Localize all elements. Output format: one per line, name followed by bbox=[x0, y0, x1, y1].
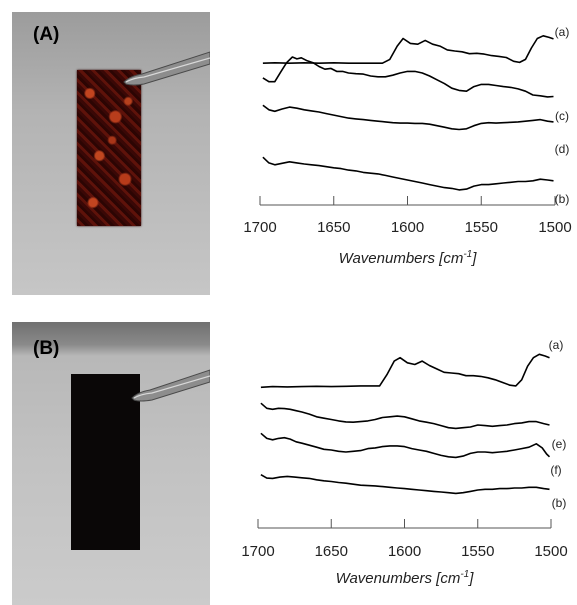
x-tick-label: 1600 bbox=[388, 543, 421, 560]
series-label-a: (a) bbox=[555, 25, 570, 39]
x-tick-label: 1650 bbox=[317, 219, 350, 236]
tweezers-icon bbox=[131, 369, 210, 402]
spectrum-line-c bbox=[262, 56, 554, 98]
x-tick-label: 1500 bbox=[534, 543, 567, 560]
panel-label-b: (B) bbox=[33, 338, 60, 359]
series-label-c: (c) bbox=[555, 109, 569, 123]
x-axis-label: Wavenumbers [cm-1] bbox=[339, 249, 478, 267]
x-tick-label: 1500 bbox=[538, 219, 571, 236]
x-tick-label: 1600 bbox=[391, 219, 424, 236]
spectrum-line-a bbox=[260, 353, 550, 389]
spectrum-line-b bbox=[260, 474, 550, 495]
photo-panel-b: (B) bbox=[12, 322, 210, 605]
red-sample-strip bbox=[77, 70, 141, 226]
spectrum-line-e bbox=[260, 402, 550, 430]
x-axis-label: Wavenumbers [cm-1] bbox=[336, 569, 475, 587]
panel-label-a: (A) bbox=[33, 24, 60, 45]
spectrum-line-a bbox=[262, 35, 554, 64]
series-label-b: (b) bbox=[555, 192, 570, 206]
series-label-d: (d) bbox=[555, 142, 570, 156]
spectrum-line-d bbox=[262, 104, 554, 131]
spectrum-line-b bbox=[262, 156, 554, 191]
x-tick-label: 1550 bbox=[465, 219, 498, 236]
series-label-b: (b) bbox=[552, 496, 567, 510]
x-tick-label: 1700 bbox=[243, 219, 276, 236]
series-label-a: (a) bbox=[549, 338, 564, 352]
x-tick-label: 1550 bbox=[461, 543, 494, 560]
x-tick-label: 1650 bbox=[315, 543, 348, 560]
spectrum-line-f bbox=[260, 432, 551, 459]
series-label-e: (e) bbox=[552, 437, 567, 451]
x-tick-label: 1700 bbox=[241, 543, 274, 560]
photo-panel-a: (A) bbox=[12, 12, 210, 295]
tweezers-icon bbox=[123, 51, 210, 86]
series-label-f: (f) bbox=[550, 463, 561, 477]
black-sample-strip bbox=[71, 374, 140, 550]
